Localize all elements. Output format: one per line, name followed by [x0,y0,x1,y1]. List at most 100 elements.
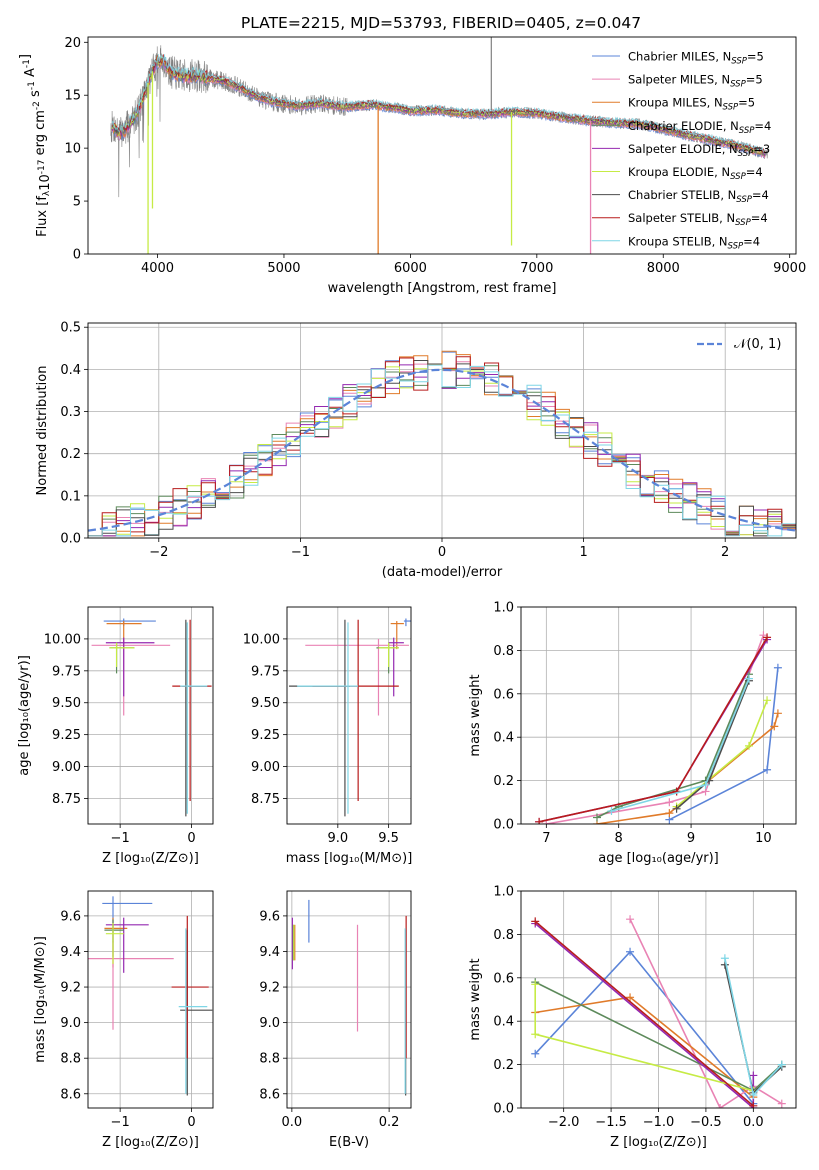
x-tick-label: 0.0 [743,1115,764,1130]
legend-label: Chabrier ELODIE, NSSP=4 [628,119,771,136]
y-tick-label: 9.4 [259,945,280,960]
axes-frame [520,890,797,1109]
y-tick-label: 0.1 [60,489,81,504]
y-tick-label: 0.6 [493,971,514,986]
y-axis-label: mass [log₁₀(M/M⊙)] [33,936,48,1063]
y-tick-label: 9.00 [52,760,81,775]
residual-legend: 𝒩(0, 1) [697,337,781,352]
x-tick-label: 0 [438,545,446,560]
axes-frame [87,322,797,539]
x-tick-label: 0 [187,831,195,846]
residuals-plot-area [88,350,796,537]
spectrum-axes: 4000 5000 6000 7000 8000 9000 0 5 10 15 20 waveleng… [18,36,806,296]
y-tick-label: 9.75 [52,664,81,679]
y-tick-label: 9.75 [251,664,280,679]
y-axis-label: mass weight [468,674,483,756]
y-tick-label: 5 [73,195,81,210]
x-tick-label: 7 [542,831,550,846]
x-tick-label: −1.5 [595,1115,627,1130]
y-tick-label: 9.25 [251,728,280,743]
y-tick-label: 0.4 [493,731,514,746]
y-tick-label: 9.0 [60,1016,81,1031]
weight-line-kroupa-stelib [611,678,750,812]
weight-marker [665,798,674,807]
x-tick-label: 1 [579,545,587,560]
y-tick-label: 0.0 [493,1102,514,1117]
x-tick-label: −1 [291,545,310,560]
y-tick-label: 1.0 [493,601,514,616]
y-tick-label: 0.4 [60,363,81,378]
legend-label: Chabrier MILES, NSSP=5 [628,50,764,67]
y-tick-label: 0.2 [493,1058,514,1073]
weight-marker [770,722,779,731]
weight-line-kroupa-miles [596,713,779,824]
z_mass-axes: −1 0 8.6 8.8 9.0 9.2 9.4 9.6 Z [log₁₀(Z/Z⊙)] mass… [33,890,214,1150]
z_age-axes: −1 0 8.75 9.00 9.25 9.50 9.75 10.00 Z [log₁₀(Z/Z… [17,606,214,866]
y-tick-label: 9.0 [259,1016,280,1031]
model-spectrum-kroupa-stelib [111,53,766,153]
y-tick-label: 8.6 [259,1087,280,1102]
x-tick-label: 2 [721,545,729,560]
axes-frame [286,890,412,1109]
legend-label: Chabrier STELIB, NSSP=4 [628,188,769,205]
chart-layer: 4000 5000 6000 7000 8000 900005101520waveleng… [17,36,806,1150]
weight-marker [672,804,681,813]
y-axis-label: Flux [fλ10-17 erg cm-2 s-1 A-1] [18,54,53,237]
x-tick-label: 8000 [647,261,680,276]
x-tick-label: 0 [187,1115,195,1130]
x-tick-label: −0.5 [690,1115,722,1130]
weight-marker [535,817,544,824]
y-tick-label: 20 [64,36,81,51]
y-axis-label: mass weight [468,958,483,1040]
y-tick-label: 0 [73,248,81,263]
x-axis-label: Z [log₁₀(Z/Z⊙)] [610,1135,707,1150]
legend-label: Kroupa MILES, NSSP=5 [628,96,755,113]
weight-marker [744,741,753,750]
y-tick-label: 10 [64,142,81,157]
x-tick-label: 10 [755,831,772,846]
x-tick-label: −1 [111,1115,130,1130]
age_weight-plot-area [535,631,782,824]
weight-marker [773,709,782,718]
x-axis-label: (data-model)/error [382,565,503,580]
spectrum-legend: Chabrier MILES, NSSP=5 Salpeter MILES, NS… [592,50,771,251]
weight-marker [607,806,616,815]
y-tick-label: 15 [64,89,81,104]
legend-label: Salpeter STELIB, NSSP=4 [628,211,768,228]
weight-marker [777,1060,786,1069]
z_weight-axes: −2.0 −1.5 −1.0 −0.5 0.0 0.0 0.2 0.4 0.6 0.8 1.0 Z [… [468,885,797,1150]
spectrum-plot-area [110,37,769,254]
y-tick-label: 8.75 [52,792,81,807]
axes-frame [286,606,412,825]
x-tick-label: 0.2 [379,1115,400,1130]
mass_age-axes: 9.0 9.5 8.75 9.00 9.25 9.50 9.75 10.00 mass [log… [243,606,412,866]
weight-marker [592,813,601,822]
weight-marker [763,696,772,705]
x-tick-label: 6000 [394,261,427,276]
y-tick-label: 9.6 [60,909,81,924]
weight-line-salpeter-elodie [538,639,768,823]
weight-line-chabrier-elodie [596,673,750,819]
y-tick-label: 10.00 [44,632,81,647]
x-tick-label: −2.0 [548,1115,580,1130]
weight-line-salpeter-stelib [534,920,754,1107]
z_weight-plot-area [531,915,786,1108]
weight-marker [749,1071,758,1080]
y-tick-label: 8.6 [60,1087,81,1102]
histogram-kroupa-stelib [88,364,796,537]
weight-marker [749,1101,758,1108]
weight-marker [531,1049,540,1058]
weight-marker [626,993,635,1002]
y-tick-label: 9.25 [52,728,81,743]
weight-marker [531,917,540,926]
x-axis-label: age [log₁₀(age/yr)] [598,851,719,866]
weight-marker [716,1104,725,1108]
y-tick-label: 0.0 [60,532,81,547]
weight-marker [626,915,635,924]
y-tick-label: 1.0 [493,885,514,900]
axes-frame [87,36,797,255]
weight-marker [531,1030,540,1039]
figure-title: PLATE=2215, MJD=53793, FIBERID=0405, z=0… [241,14,641,32]
axes-frame [87,606,214,825]
weight-marker [744,674,753,683]
